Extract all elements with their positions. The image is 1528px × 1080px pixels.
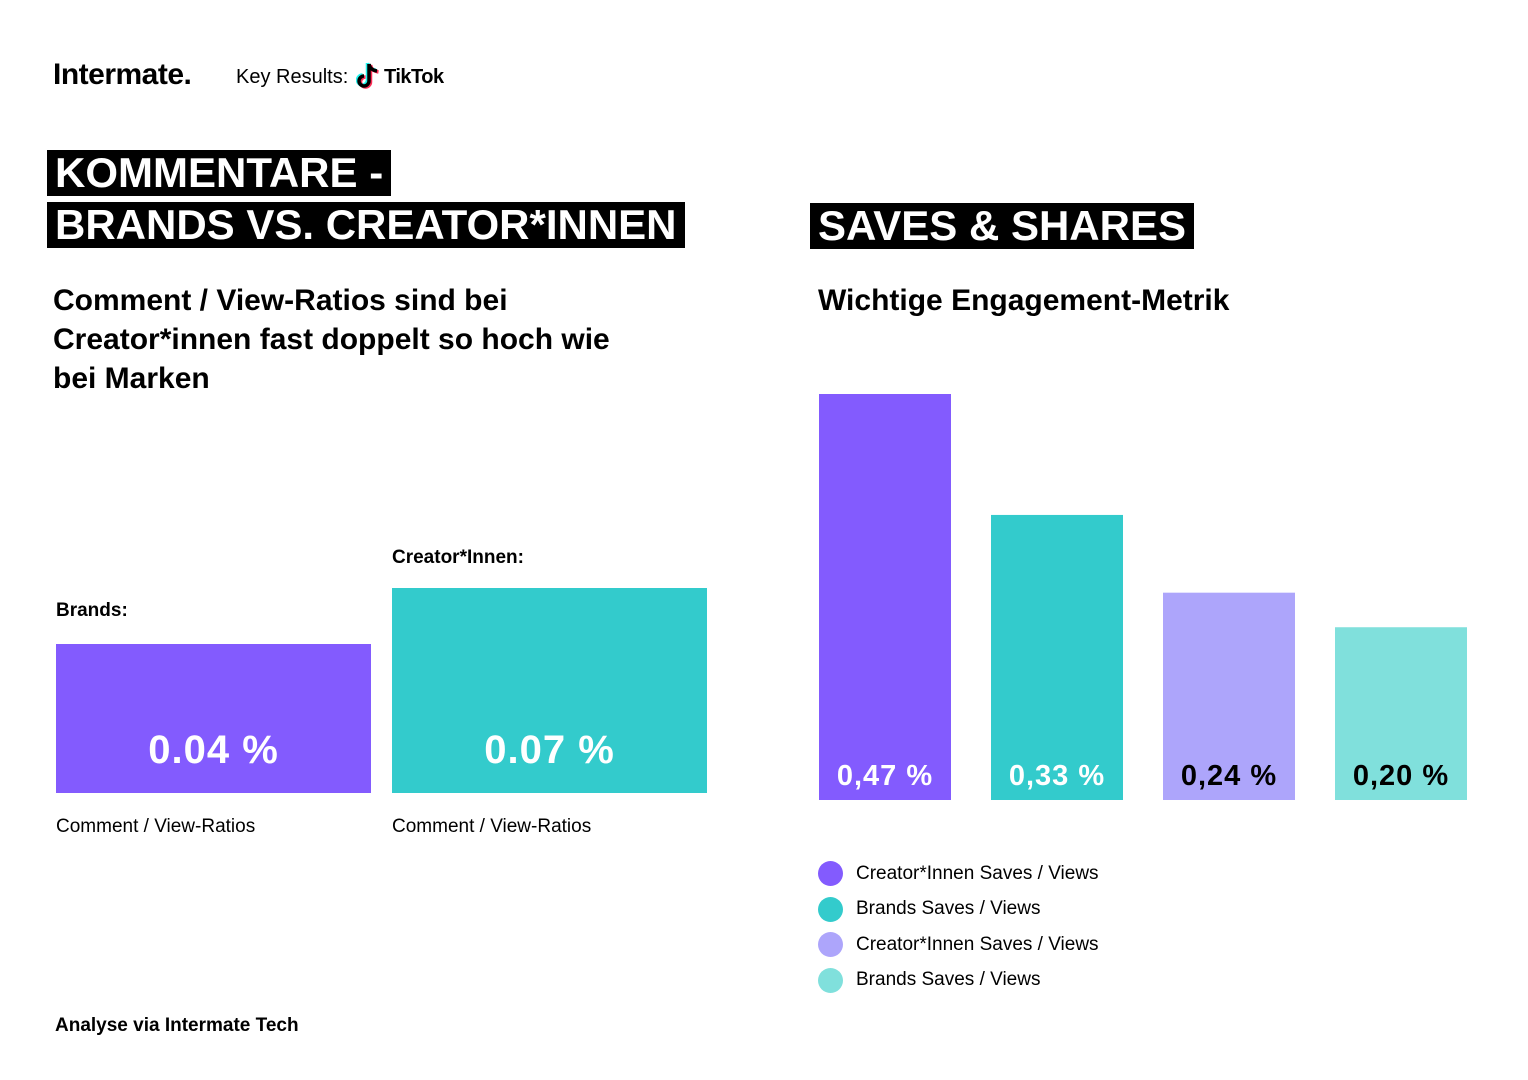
legend-swatch [818, 932, 843, 958]
left-subtitle: Comment / View-Ratios sind bei Creator*i… [53, 281, 610, 398]
bar-1-label: 0,47 % [837, 760, 933, 792]
right-heading: SAVES & SHARES [810, 203, 1194, 249]
brands-ratio-value: 0.04 % [148, 728, 279, 772]
right-subtitle: Wichtige Engagement-Metrik [818, 284, 1230, 317]
right-heading-label: SAVES & SHARES [810, 203, 1194, 249]
legend-swatch [818, 967, 843, 993]
key-results-label: Key Results: [236, 66, 349, 88]
brands-ratio-bar: 0.04 % [56, 644, 371, 793]
legend-item-3: Creator*Innen Saves / Views [818, 927, 1099, 963]
left-heading-line2: BRANDS VS. CREATOR*INNEN [47, 202, 685, 248]
bar-4 [1335, 627, 1467, 800]
legend-item-1: Creator*Innen Saves / Views [818, 856, 1099, 892]
bar-3-label: 0,24 % [1181, 760, 1277, 792]
bar-3 [1163, 592, 1295, 800]
legend-swatch [818, 861, 843, 887]
bar-4-label: 0,20 % [1353, 760, 1449, 792]
bar-2-label: 0,33 % [1009, 760, 1105, 792]
saves-shares-chart: 0,47 % 0,33 % 0,24 % 0,20 % [819, 394, 1467, 800]
legend-item-2: Brands Saves / Views [818, 892, 1099, 928]
creators-ratio-bar: 0.07 % [392, 588, 707, 793]
legend-label: Creator*Innen Saves / Views [856, 933, 1099, 955]
tiktok-note-icon [356, 62, 379, 89]
brands-label: Brands: [56, 600, 128, 621]
legend-item-4: Brands Saves / Views [818, 963, 1099, 999]
bar-2 [991, 514, 1123, 800]
legend-label: Creator*Innen Saves / Views [856, 862, 1099, 884]
left-subtitle-line1: Comment / View-Ratios sind bei [53, 284, 508, 317]
legend-label: Brands Saves / Views [856, 898, 1041, 920]
bar-1 [819, 394, 951, 800]
footer-note: Analyse via Intermate Tech [55, 1015, 299, 1036]
left-heading: KOMMENTARE - BRANDS VS. CREATOR*INNEN [47, 150, 685, 248]
legend-label: Brands Saves / Views [856, 969, 1041, 991]
brands-caption: Comment / View-Ratios [56, 816, 256, 837]
tiktok-label: TikTok [384, 65, 444, 88]
creators-ratio-value: 0.07 % [484, 728, 615, 772]
intermate-logo: Intermate. [53, 58, 192, 91]
creators-caption: Comment / View-Ratios [392, 816, 592, 837]
left-heading-line1: KOMMENTARE - [47, 150, 392, 196]
left-subtitle-line3: bei Marken [53, 362, 210, 395]
legend-swatch [818, 896, 843, 922]
creators-label: Creator*Innen: [392, 547, 524, 568]
tiktok-logo: TikTok [356, 62, 444, 92]
chart-legend: Creator*Innen Saves / Views Brands Saves … [818, 856, 1099, 998]
left-subtitle-line2: Creator*innen fast doppelt so hoch wie [53, 323, 610, 356]
